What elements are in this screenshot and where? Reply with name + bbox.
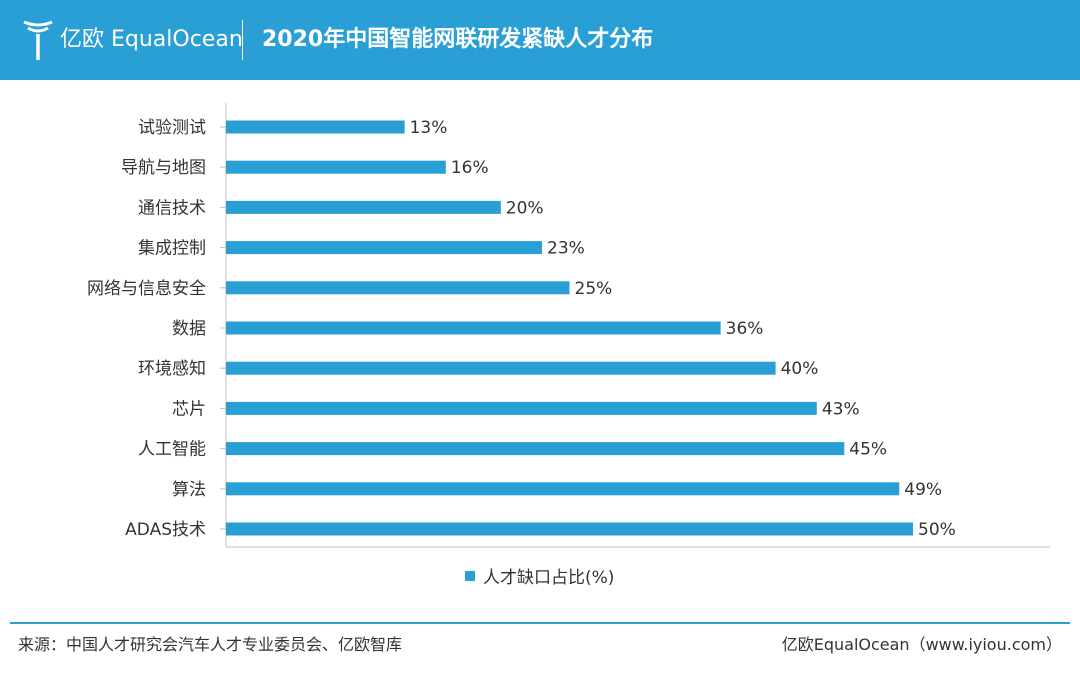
- category-label: 集成控制: [138, 239, 206, 259]
- bar: [226, 401, 817, 415]
- legend-swatch: [465, 571, 475, 581]
- brand-name: 亿欧 EqualOcean: [60, 27, 243, 52]
- category-label: ADAS技术: [125, 520, 206, 540]
- category-label: 人工智能: [138, 440, 206, 460]
- category-label: 通信技术: [138, 198, 206, 218]
- category-label: 环境感知: [138, 359, 206, 379]
- data-label: 23%: [547, 239, 585, 259]
- bar: [226, 361, 776, 375]
- data-label: 13%: [410, 118, 448, 138]
- legend: 人才缺口占比(%): [465, 566, 614, 590]
- bar: [226, 321, 721, 335]
- bar: [226, 442, 845, 456]
- category-label: 算法: [172, 480, 206, 500]
- data-label: 25%: [575, 279, 613, 299]
- data-label: 40%: [781, 359, 819, 379]
- category-label: 数据: [172, 319, 206, 339]
- data-label: 45%: [849, 440, 887, 460]
- bar: [226, 120, 405, 134]
- category-label: 导航与地图: [121, 158, 206, 178]
- data-label: 20%: [506, 198, 544, 218]
- bar: [226, 200, 501, 214]
- data-label: 36%: [726, 319, 764, 339]
- bar: [226, 281, 570, 295]
- credit-note: 亿欧EqualOcean（www.iyiou.com）: [781, 635, 1062, 654]
- bar-chart: 试验测试 13% 导航与地图 16% 通信技术 20% 集成控制 23% 网络与信息安全 25% 数…: [87, 103, 1050, 548]
- equalocean-logo-icon: [23, 20, 53, 60]
- category-label: 网络与信息安全: [87, 279, 206, 299]
- data-label: 16%: [451, 158, 489, 178]
- chart-title: 2020年中国智能网联研发紧缺人才分布: [262, 27, 654, 52]
- header-divider: [242, 20, 243, 60]
- bar: [226, 160, 446, 174]
- header-banner: 亿欧 EqualOcean 2020年中国智能网联研发紧缺人才分布: [0, 0, 1080, 80]
- bar: [226, 241, 543, 255]
- data-label: 43%: [822, 399, 860, 419]
- footer-divider: [10, 622, 1070, 624]
- source-note: 来源：中国人才研究会汽车人才专业委员会、亿欧智库: [18, 635, 403, 654]
- category-label: 试验测试: [138, 118, 206, 138]
- data-label: 49%: [904, 480, 942, 500]
- bar: [226, 482, 900, 496]
- category-label: 芯片: [172, 399, 206, 419]
- bar: [226, 522, 913, 536]
- legend-label: 人才缺口占比(%): [483, 568, 615, 588]
- data-label: 50%: [918, 520, 956, 540]
